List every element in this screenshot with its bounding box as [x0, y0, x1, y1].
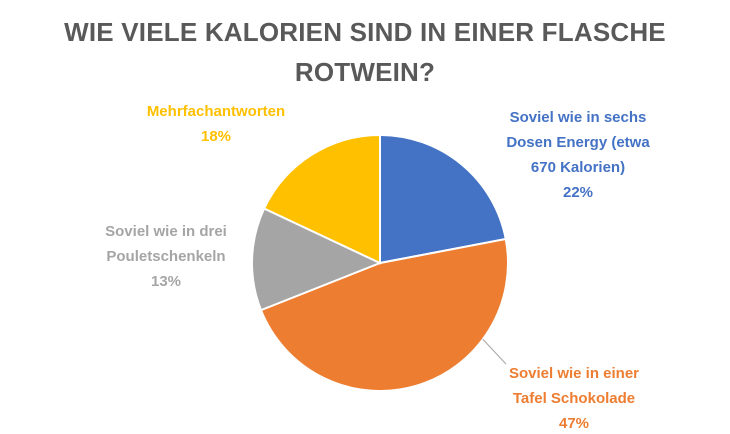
slice-category-label: Dosen Energy (etwa: [506, 134, 650, 151]
slice-label: Soviel wie in sechs Dosen Energy (etwa 670…: [506, 109, 650, 201]
slice-value-label: 47%: [559, 415, 589, 432]
slice-label: Soviel wie in einer Tafel Schokolade 47%: [509, 365, 639, 432]
slice-category-label: Mehrfachantworten: [147, 103, 285, 120]
slice-label: Mehrfachantworten 18%: [147, 103, 285, 145]
slice-category-label: Pouletschenkeln: [106, 248, 225, 265]
pie-slice: [251, 207, 383, 312]
slice-value-label: 22%: [563, 184, 593, 201]
slice-value-label: 13%: [151, 273, 181, 290]
slice-label: Soviel wie in drei Pouletschenkeln 13%: [105, 223, 227, 290]
slice-category-label: Soviel wie in drei: [105, 223, 227, 240]
slice-category-label: Soviel wie in einer: [509, 365, 639, 382]
pie-slice: [262, 133, 381, 265]
slice-category-label: Soviel wie in sechs: [510, 109, 647, 126]
leader-line: [482, 338, 507, 365]
chart-title: WIE VIELE KALORIEN SIND IN EINER FLASCHE…: [64, 17, 666, 87]
slice-value-label: 18%: [201, 128, 231, 145]
pie-slice: [379, 133, 507, 265]
pie-slice: [259, 237, 509, 392]
slice-category-label: Tafel Schokolade: [513, 390, 635, 407]
slice-category-label: 670 Kalorien): [531, 159, 625, 176]
